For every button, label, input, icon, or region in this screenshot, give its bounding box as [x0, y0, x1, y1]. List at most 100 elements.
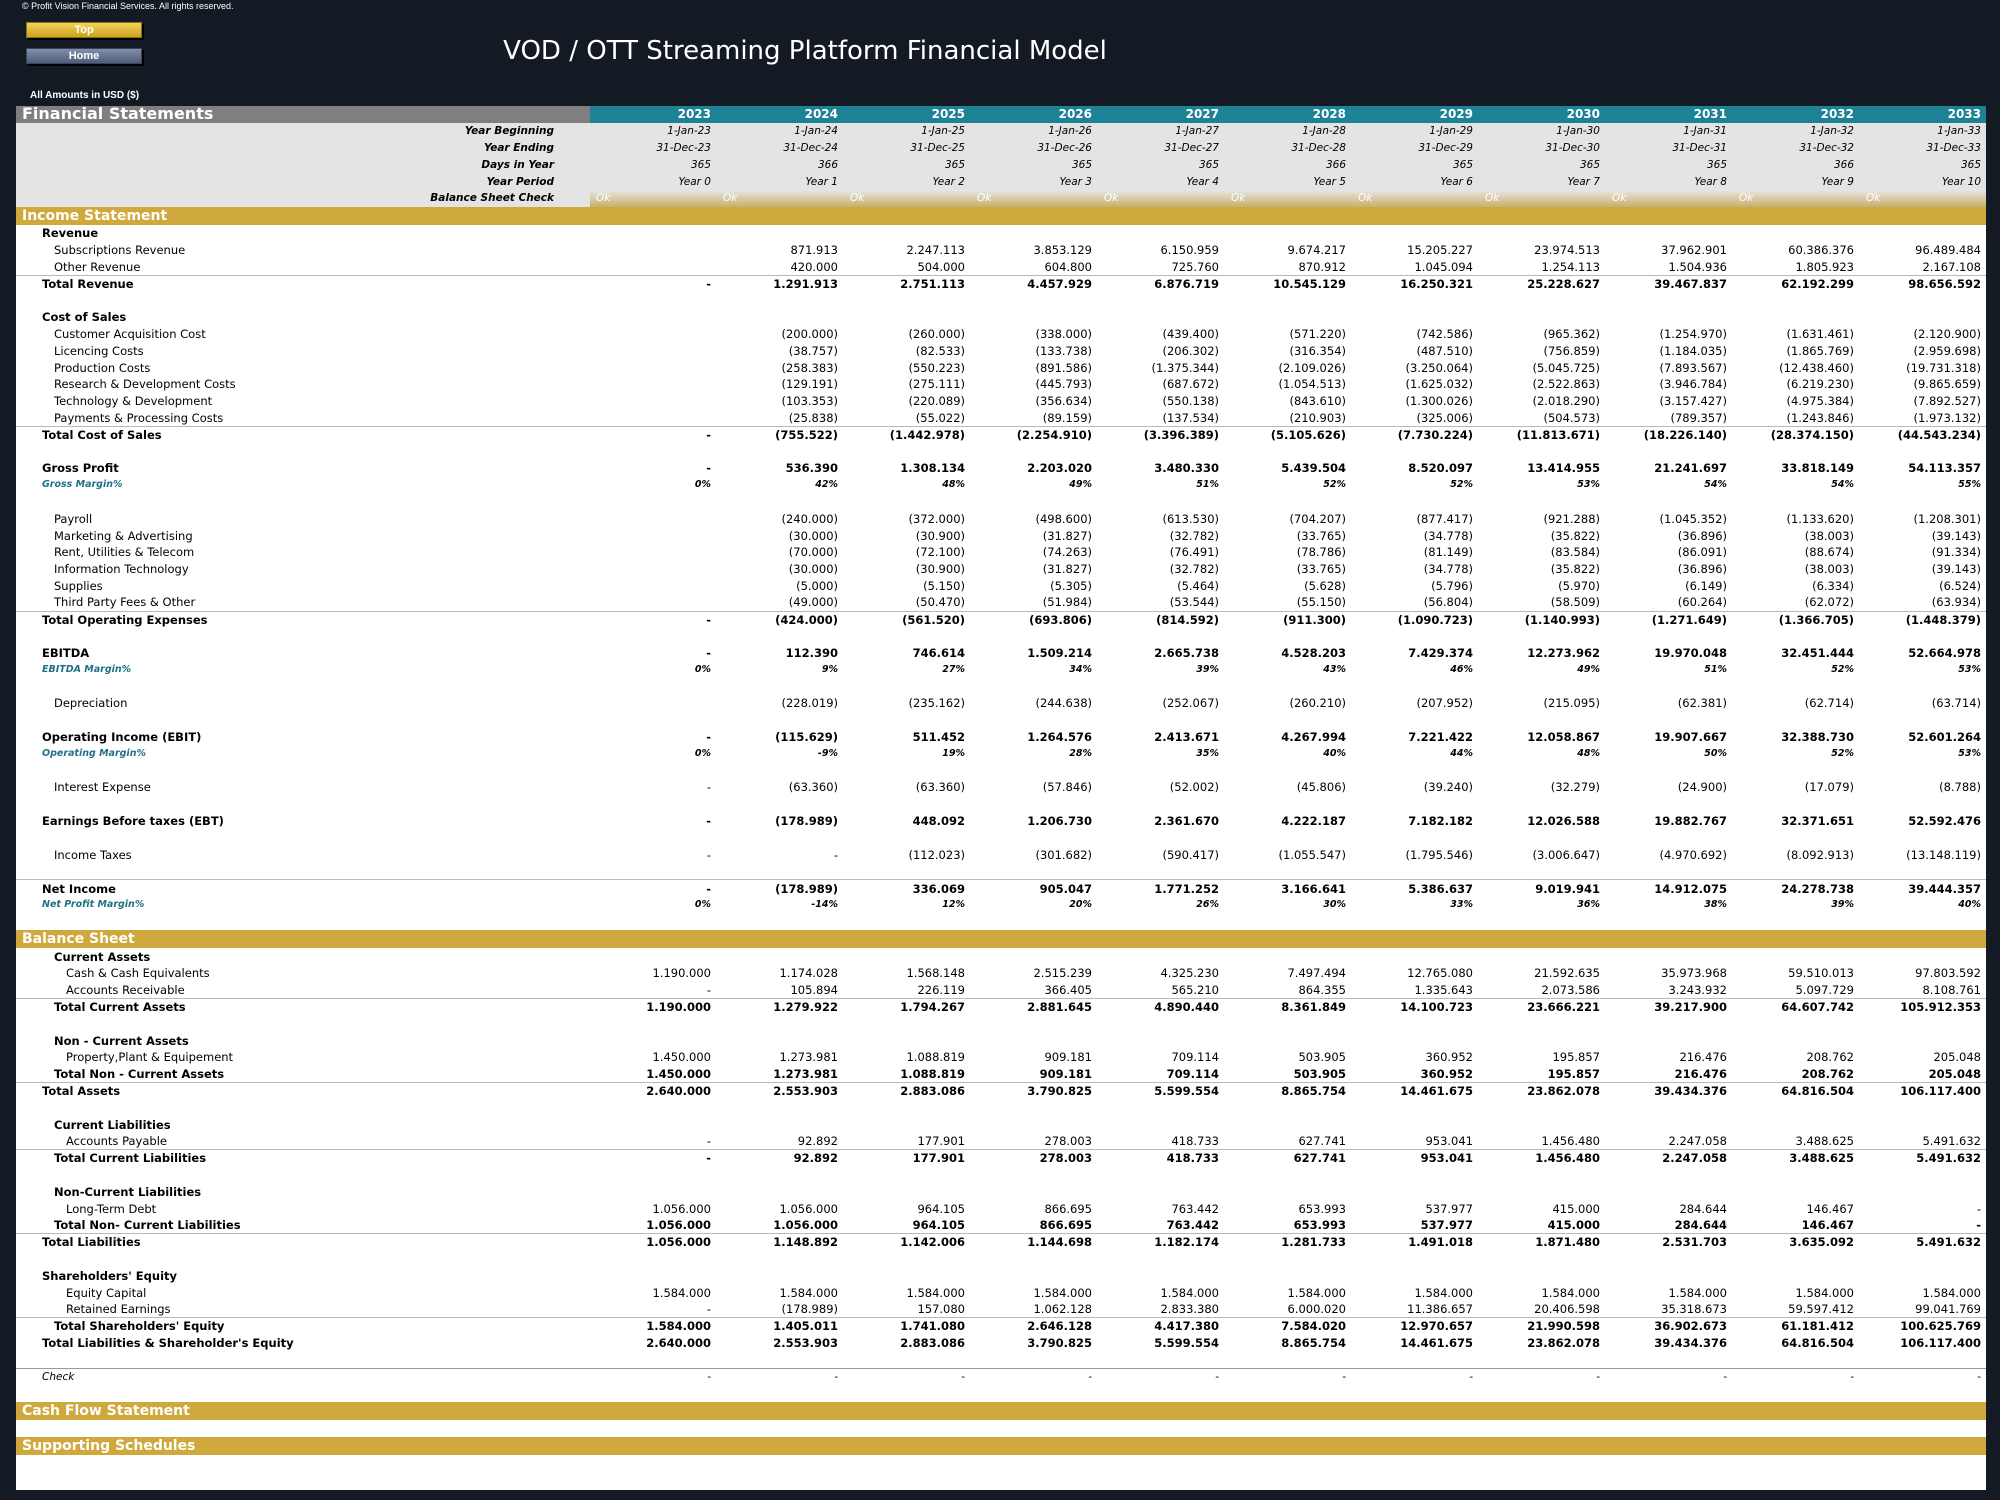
row-label[interactable]: Other Revenue [54, 259, 141, 274]
value-cell[interactable]: (63.714) [1931, 696, 1981, 711]
value-cell[interactable]: 360.952 [1420, 1066, 1473, 1081]
value-cell[interactable]: 1.190.000 [652, 966, 711, 981]
value-cell[interactable]: (5.464) [1177, 578, 1219, 593]
meta-cell[interactable]: Year 5 [1225, 173, 1352, 190]
meta-cell[interactable]: Ok [717, 189, 844, 207]
group-label[interactable]: Non - Current Assets [54, 1033, 189, 1048]
value-cell[interactable]: (439.400) [1162, 326, 1219, 341]
value-cell[interactable]: (17.079) [1804, 780, 1854, 795]
value-cell[interactable]: (178.989) [717, 879, 844, 897]
value-cell[interactable]: 0% [694, 479, 711, 491]
value-cell[interactable]: (62.072) [1804, 595, 1854, 610]
meta-cell[interactable]: 366 [1733, 156, 1860, 174]
value-cell[interactable]: (2.120.900) [1913, 326, 1981, 341]
meta-cell[interactable]: Year 7 [1479, 173, 1606, 190]
row-label[interactable]: Total Assets [16, 1082, 590, 1100]
value-cell[interactable]: - [590, 610, 717, 628]
value-cell[interactable]: (1.271.649) [1606, 610, 1733, 628]
value-cell[interactable]: 278.003 [1044, 1134, 1092, 1149]
group-label[interactable]: Shareholders' Equity [42, 1268, 178, 1283]
value-cell[interactable]: 627.741 [1225, 1149, 1352, 1167]
value-cell[interactable]: (9.865.659) [1913, 377, 1981, 392]
value-cell[interactable]: 25.228.627 [1479, 274, 1606, 292]
value-cell[interactable]: (7.730.224) [1352, 425, 1479, 444]
meta-cell[interactable]: 365 [1479, 156, 1606, 174]
value-cell[interactable]: (210.903) [1289, 410, 1346, 425]
value-cell[interactable]: (424.000) [717, 610, 844, 628]
value-cell[interactable]: 35.318.673 [1661, 1302, 1727, 1317]
value-cell[interactable]: 2.646.128 [971, 1317, 1098, 1335]
value-cell[interactable]: (1.375.344) [1151, 360, 1219, 375]
group-label[interactable]: Current Assets [54, 949, 151, 964]
value-cell[interactable]: 26% [1196, 899, 1219, 911]
value-cell[interactable]: 195.857 [1552, 1050, 1600, 1065]
row-label[interactable]: Earnings Before taxes (EBT) [42, 814, 224, 829]
value-cell[interactable]: (814.592) [1098, 610, 1225, 628]
meta-cell[interactable]: 1-Jan-29 [1352, 122, 1479, 140]
value-cell[interactable]: (687.672) [1162, 377, 1219, 392]
value-cell[interactable]: -14% [811, 899, 838, 911]
value-cell[interactable]: (260.210) [1289, 696, 1346, 711]
value-cell[interactable]: (2.109.026) [1278, 360, 1346, 375]
value-cell[interactable]: 52.592.476 [1908, 814, 1981, 829]
value-cell[interactable] [590, 376, 717, 393]
value-cell[interactable]: (240.000) [781, 511, 838, 526]
value-cell[interactable]: (275.111) [908, 377, 965, 392]
value-cell[interactable]: (5.045.725) [1532, 360, 1600, 375]
value-cell[interactable]: 19.907.667 [1654, 730, 1727, 745]
row-label[interactable]: Accounts Payable [66, 1134, 167, 1149]
value-cell[interactable]: 5.097.729 [1795, 982, 1854, 997]
meta-cell[interactable]: Year 9 [1733, 173, 1860, 190]
value-cell[interactable]: 9.019.941 [1479, 879, 1606, 897]
value-cell[interactable]: (2.254.910) [971, 425, 1098, 444]
value-cell[interactable]: 1.584.000 [1160, 1285, 1219, 1300]
meta-cell[interactable]: Ok [590, 189, 717, 207]
value-cell[interactable]: (244.638) [1035, 696, 1092, 711]
value-cell[interactable]: 51% [1196, 479, 1219, 491]
value-cell[interactable]: (32.782) [1169, 562, 1219, 577]
value-cell[interactable]: 33.818.149 [1781, 461, 1854, 476]
value-cell[interactable]: 7.429.374 [1408, 646, 1473, 661]
value-cell[interactable]: 21.592.635 [1534, 966, 1600, 981]
value-cell[interactable]: (51.984) [1042, 595, 1092, 610]
value-cell[interactable]: 1.148.892 [717, 1233, 844, 1251]
value-cell[interactable]: 99.041.769 [1915, 1302, 1981, 1317]
value-cell[interactable]: 7.497.494 [1287, 966, 1346, 981]
value-cell[interactable]: 1.045.094 [1414, 259, 1473, 274]
meta-cell[interactable]: Ok [1606, 189, 1733, 207]
value-cell[interactable]: (39.143) [1931, 528, 1981, 543]
value-cell[interactable]: 64.816.504 [1781, 1335, 1854, 1350]
meta-cell[interactable]: Ok [844, 189, 971, 207]
value-cell[interactable]: 48% [1577, 747, 1600, 759]
value-cell[interactable]: 1.509.214 [1027, 646, 1092, 661]
value-cell[interactable]: (258.383) [781, 360, 838, 375]
value-cell[interactable] [590, 510, 717, 527]
value-cell[interactable]: (56.804) [1423, 595, 1473, 610]
value-cell[interactable]: 92.892 [797, 1134, 838, 1149]
value-cell[interactable]: (693.806) [971, 610, 1098, 628]
value-cell[interactable]: 5.491.632 [1922, 1134, 1981, 1149]
value-cell[interactable]: (613.530) [1162, 511, 1219, 526]
value-cell[interactable]: (6.219.230) [1786, 377, 1854, 392]
value-cell[interactable]: 32.451.444 [1781, 646, 1854, 661]
year-header-cell[interactable]: 2029 [1352, 106, 1479, 123]
value-cell[interactable]: 5.599.554 [1098, 1082, 1225, 1100]
value-cell[interactable]: 1.805.923 [1795, 259, 1854, 274]
row-label[interactable]: Long-Term Debt [66, 1201, 157, 1216]
value-cell[interactable]: 1.584.000 [1414, 1285, 1473, 1300]
row-label[interactable]: Licencing Costs [54, 343, 144, 358]
value-cell[interactable]: 1.254.113 [1541, 259, 1600, 274]
row-label[interactable]: Interest Expense [54, 780, 151, 795]
value-cell[interactable]: - [590, 879, 717, 897]
value-cell[interactable]: 746.614 [912, 646, 965, 661]
meta-cell[interactable]: 1-Jan-24 [717, 122, 844, 140]
value-cell[interactable]: - [1215, 1370, 1219, 1383]
value-cell[interactable]: (13.148.119) [1906, 847, 1981, 862]
value-cell[interactable]: 64.816.504 [1733, 1082, 1860, 1100]
row-label[interactable]: Depreciation [54, 696, 128, 711]
value-cell[interactable]: (30.000) [788, 528, 838, 543]
value-cell[interactable]: 1.450.000 [652, 1050, 711, 1065]
value-cell[interactable] [590, 258, 717, 275]
value-cell[interactable]: (1.631.461) [1786, 326, 1854, 341]
value-cell[interactable]: (53.544) [1169, 595, 1219, 610]
